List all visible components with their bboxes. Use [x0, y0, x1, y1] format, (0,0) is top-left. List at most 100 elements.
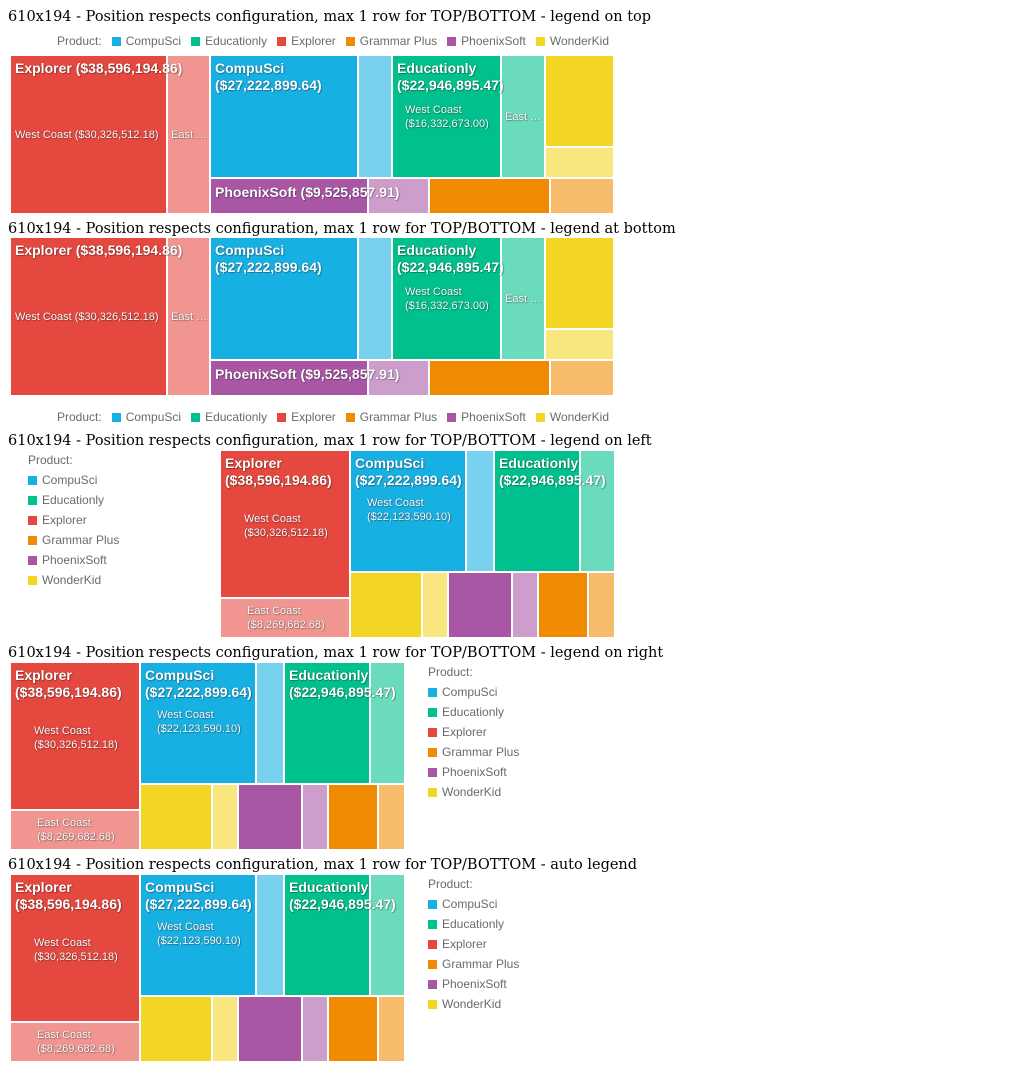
tile-compusci-west-coast[interactable]: [140, 662, 256, 784]
tile-explorer-east-coast[interactable]: [167, 237, 210, 396]
legend-item-educationly[interactable]: Educationly: [28, 490, 119, 510]
tile-educationly-east-coast[interactable]: [370, 662, 405, 784]
legend-item-explorer[interactable]: Explorer: [277, 34, 336, 48]
tile-grammar-plus-east-coast[interactable]: [550, 360, 614, 396]
tile-educationly-east-coast[interactable]: [370, 874, 405, 996]
tile-phoenixsoft-east-coast[interactable]: [368, 360, 429, 396]
tile-wonderkid-west-coast[interactable]: [545, 237, 614, 329]
tile-grammar-plus-east-coast[interactable]: [588, 572, 615, 638]
tile-educationly-west-coast[interactable]: [392, 237, 501, 360]
tile-phoenixsoft-east-coast[interactable]: [302, 784, 328, 850]
legend-item-grammar-plus[interactable]: Grammar Plus: [428, 742, 519, 762]
tile-compusci-west-coast[interactable]: [140, 874, 256, 996]
tile-explorer-east-coast[interactable]: [220, 598, 350, 638]
legend-item-grammar-plus[interactable]: Grammar Plus: [345, 34, 437, 48]
tile-compusci-east-coast[interactable]: [358, 55, 392, 178]
region-label-explorer-east-coast: East …: [171, 129, 208, 141]
tile-grammar-plus-east-coast[interactable]: [378, 784, 405, 850]
legend-item-educationly[interactable]: Educationly: [191, 410, 267, 424]
tile-grammar-plus-west-coast[interactable]: [328, 784, 378, 850]
tile-compusci-east-coast[interactable]: [256, 662, 284, 784]
tile-wonderkid-east-coast[interactable]: [545, 329, 614, 360]
tile-explorer-west-coast[interactable]: [10, 237, 167, 396]
tile-explorer-west-coast[interactable]: [10, 874, 140, 1022]
legend-item-wonderkid[interactable]: WonderKid: [28, 570, 119, 590]
legend-item-grammar-plus[interactable]: Grammar Plus: [28, 530, 119, 550]
legend-item-phoenixsoft[interactable]: PhoenixSoft: [428, 762, 519, 782]
tile-phoenixsoft-east-coast[interactable]: [368, 178, 429, 214]
legend-item-wonderkid[interactable]: WonderKid: [428, 782, 519, 802]
legend-item-phoenixsoft[interactable]: PhoenixSoft: [447, 410, 526, 424]
legend-label: CompuSci: [125, 34, 182, 48]
tile-educationly-west-coast[interactable]: [284, 874, 370, 996]
tile-educationly-west-coast[interactable]: [284, 662, 370, 784]
legend-swatch: [428, 919, 437, 929]
tile-educationly-west-coast[interactable]: [392, 55, 501, 178]
tile-educationly-east-coast[interactable]: [501, 237, 545, 360]
legend-swatch: [277, 36, 287, 46]
tile-explorer-west-coast[interactable]: [10, 662, 140, 810]
tile-wonderkid-west-coast[interactable]: [140, 784, 212, 850]
tile-phoenixsoft-west-coast[interactable]: [238, 996, 302, 1062]
tile-wonderkid-west-coast[interactable]: [545, 55, 614, 147]
tile-phoenixsoft-east-coast[interactable]: [302, 996, 328, 1062]
tile-wonderkid-east-coast[interactable]: [545, 147, 614, 178]
legend-item-educationly[interactable]: Educationly: [428, 702, 519, 722]
legend-item-compusci[interactable]: CompuSci: [111, 410, 181, 424]
tile-explorer-east-coast[interactable]: [167, 55, 210, 214]
legend-item-explorer[interactable]: Explorer: [428, 934, 519, 954]
legend-item-explorer[interactable]: Explorer: [428, 722, 519, 742]
tile-wonderkid-east-coast[interactable]: [422, 572, 448, 638]
tile-compusci-west-coast[interactable]: [210, 55, 358, 178]
legend-item-compusci[interactable]: CompuSci: [111, 34, 182, 48]
legend-item-educationly[interactable]: Educationly: [191, 34, 267, 48]
region-label-educationly-east-coast: East …: [505, 111, 542, 123]
tile-wonderkid-east-coast[interactable]: [212, 784, 238, 850]
tile-compusci-west-coast[interactable]: [350, 450, 466, 572]
legend-item-wonderkid[interactable]: WonderKid: [535, 410, 609, 424]
tile-grammar-plus-west-coast[interactable]: [538, 572, 588, 638]
tile-explorer-west-coast[interactable]: [220, 450, 350, 598]
legend-item-grammar-plus[interactable]: Grammar Plus: [428, 954, 519, 974]
legend-item-educationly[interactable]: Educationly: [428, 914, 519, 934]
tile-explorer-west-coast[interactable]: [10, 55, 167, 214]
tile-compusci-east-coast[interactable]: [256, 874, 284, 996]
tile-grammar-plus-east-coast[interactable]: [550, 178, 614, 214]
legend-item-phoenixsoft[interactable]: PhoenixSoft: [28, 550, 119, 570]
tile-explorer-east-coast[interactable]: [10, 1022, 140, 1062]
tile-compusci-east-coast[interactable]: [358, 237, 392, 360]
tile-phoenixsoft-east-coast[interactable]: [512, 572, 538, 638]
tile-grammar-plus-west-coast[interactable]: [429, 360, 550, 396]
tile-grammar-plus-west-coast[interactable]: [429, 178, 550, 214]
tile-educationly-east-coast[interactable]: [501, 55, 545, 178]
tile-wonderkid-west-coast[interactable]: [350, 572, 422, 638]
tile-phoenixsoft-west-coast[interactable]: [210, 360, 368, 396]
tile-educationly-east-coast[interactable]: [580, 450, 615, 572]
tile-compusci-east-coast[interactable]: [466, 450, 494, 572]
tile-grammar-plus-west-coast[interactable]: [328, 996, 378, 1062]
legend-swatch: [447, 36, 457, 46]
legend-swatch: [191, 36, 201, 46]
tile-compusci-west-coast[interactable]: [210, 237, 358, 360]
legend-item-compusci[interactable]: CompuSci: [428, 682, 519, 702]
chart-legend: Product: CompuSci Educationly Explorer Gramm…: [57, 410, 619, 424]
tile-educationly-west-coast[interactable]: [494, 450, 580, 572]
legend-item-compusci[interactable]: CompuSci: [428, 894, 519, 914]
legend-label: Educationly: [442, 705, 505, 719]
legend-item-phoenixsoft[interactable]: PhoenixSoft: [447, 34, 526, 48]
legend-item-explorer[interactable]: Explorer: [277, 410, 336, 424]
tile-wonderkid-west-coast[interactable]: [140, 996, 212, 1062]
legend-item-phoenixsoft[interactable]: PhoenixSoft: [428, 974, 519, 994]
legend-item-grammar-plus[interactable]: Grammar Plus: [345, 410, 437, 424]
tile-phoenixsoft-west-coast[interactable]: [448, 572, 512, 638]
tile-explorer-east-coast[interactable]: [10, 810, 140, 850]
legend-item-wonderkid[interactable]: WonderKid: [535, 34, 609, 48]
tile-phoenixsoft-west-coast[interactable]: [210, 178, 368, 214]
tile-phoenixsoft-west-coast[interactable]: [238, 784, 302, 850]
legend-item-wonderkid[interactable]: WonderKid: [428, 994, 519, 1014]
legend-item-explorer[interactable]: Explorer: [28, 510, 119, 530]
tile-grammar-plus-east-coast[interactable]: [378, 996, 405, 1062]
product-label-explorer: Explorer ($38,596,194.86): [15, 879, 122, 912]
tile-wonderkid-east-coast[interactable]: [212, 996, 238, 1062]
legend-item-compusci[interactable]: CompuSci: [28, 470, 119, 490]
